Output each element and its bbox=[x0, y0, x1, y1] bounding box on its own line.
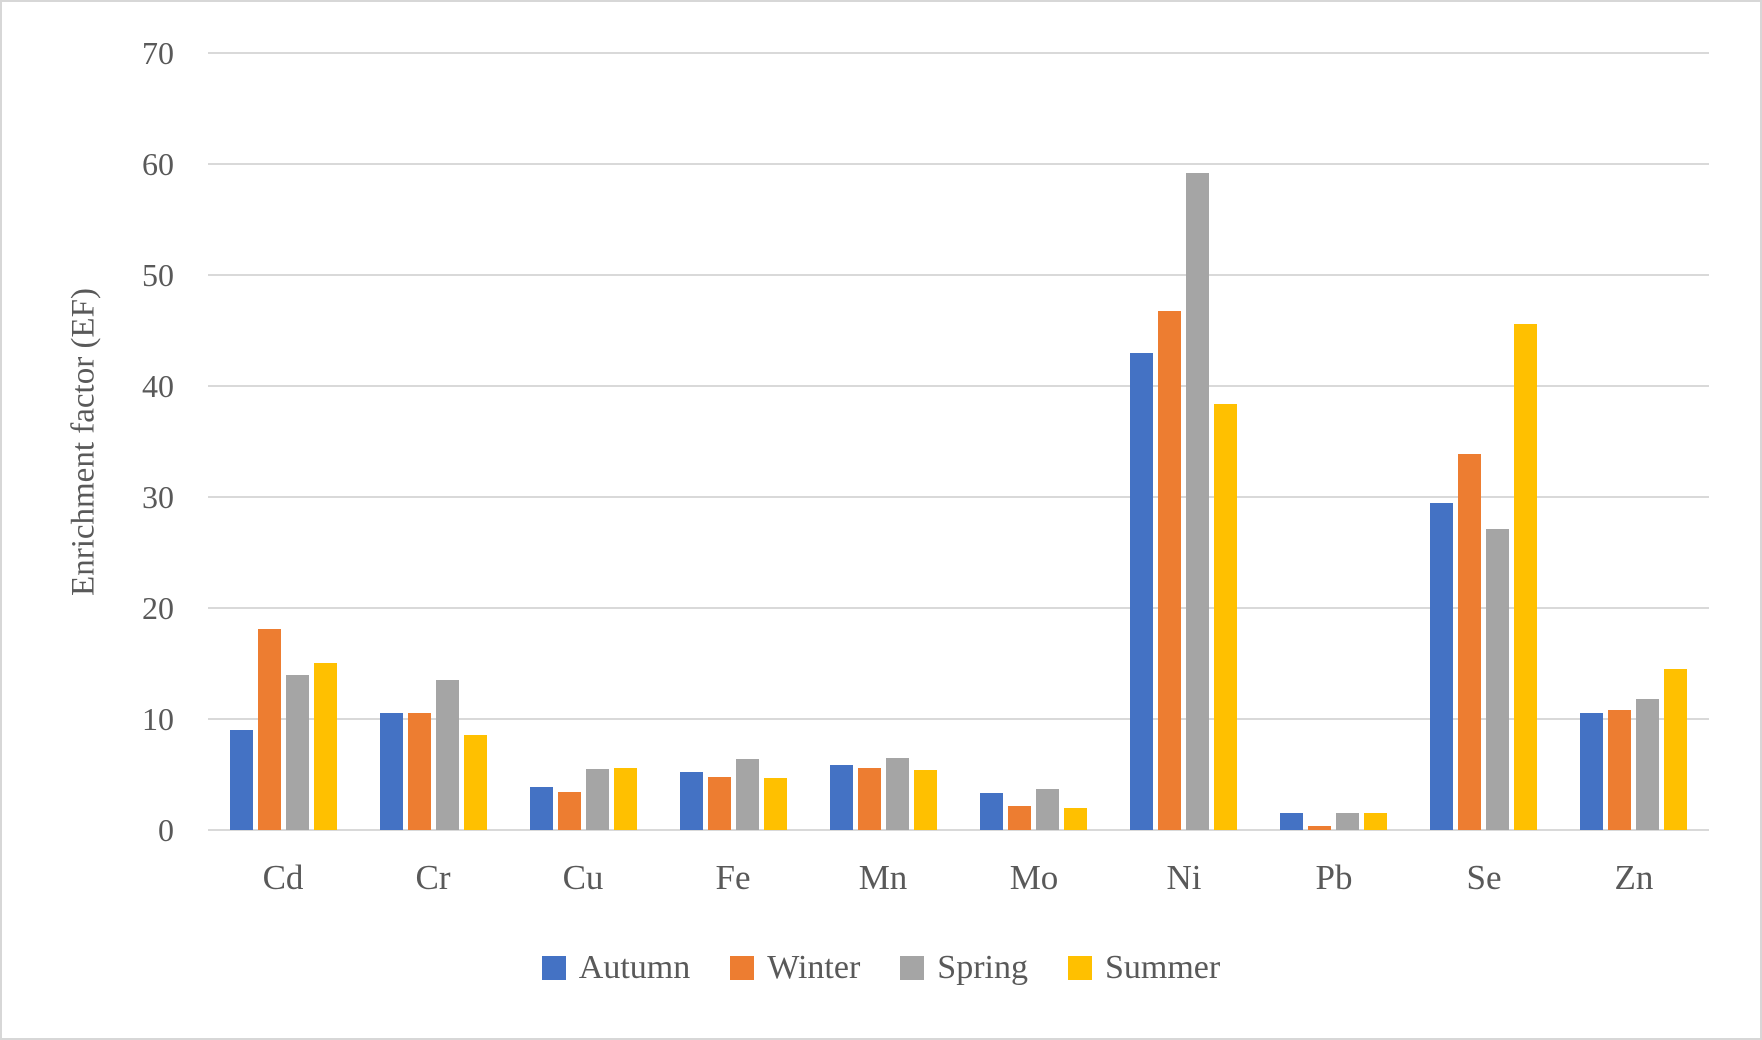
y-tick-label: 40 bbox=[142, 368, 174, 404]
bar-summer-fe bbox=[764, 778, 787, 830]
legend-swatch-icon bbox=[1067, 956, 1092, 980]
gridline bbox=[208, 163, 1709, 165]
bar-winter-ni bbox=[1158, 311, 1181, 830]
bar-winter-cr bbox=[408, 713, 431, 830]
bar-summer-cd bbox=[314, 663, 337, 830]
bar-winter-cu bbox=[558, 792, 581, 830]
bar-summer-cr bbox=[464, 735, 487, 830]
bar-autumn-mn bbox=[830, 765, 853, 830]
gridline bbox=[208, 496, 1709, 498]
gridline bbox=[208, 607, 1709, 609]
legend-item-winter: Winter bbox=[730, 950, 860, 986]
bar-summer-mn bbox=[914, 770, 937, 830]
x-category-label: Ni bbox=[1166, 858, 1202, 897]
x-category-label: Cu bbox=[562, 858, 604, 897]
bar-winter-zn bbox=[1608, 710, 1631, 830]
bar-spring-cr bbox=[436, 680, 459, 830]
bar-autumn-cr bbox=[380, 713, 403, 830]
y-tick-label: 20 bbox=[142, 590, 174, 626]
bar-winter-se bbox=[1458, 454, 1481, 830]
legend-swatch-icon bbox=[900, 956, 925, 980]
bar-winter-mo bbox=[1008, 806, 1031, 830]
x-category-label: Mn bbox=[858, 858, 908, 897]
legend-swatch-icon bbox=[541, 956, 566, 980]
bar-autumn-fe bbox=[680, 772, 703, 830]
bar-spring-ni bbox=[1186, 173, 1209, 830]
legend-item-summer: Summer bbox=[1067, 949, 1221, 986]
bar-winter-cd bbox=[258, 629, 281, 830]
x-category-label: Cr bbox=[415, 858, 451, 897]
gridline bbox=[208, 718, 1709, 720]
bar-summer-zn bbox=[1664, 669, 1687, 830]
legend-item-spring: Spring bbox=[900, 950, 1028, 986]
x-category-label: Se bbox=[1466, 858, 1502, 897]
legend: Autumn Winter Spring Summer bbox=[2, 950, 1760, 986]
y-tick-label: 10 bbox=[142, 701, 174, 737]
y-axis-title: Enrichment factor (EF) bbox=[65, 288, 102, 596]
x-category-label: Zn bbox=[1614, 858, 1654, 897]
bar-autumn-mo bbox=[980, 793, 1003, 830]
y-tick-label: 70 bbox=[142, 35, 174, 71]
gridline bbox=[208, 52, 1709, 54]
bar-summer-se bbox=[1514, 324, 1537, 830]
bar-summer-pb bbox=[1364, 813, 1387, 830]
bar-spring-cu bbox=[586, 769, 609, 830]
x-category-label: Mo bbox=[1009, 858, 1059, 897]
x-category-label: Fe bbox=[715, 858, 751, 897]
y-tick-label: 50 bbox=[142, 257, 174, 293]
bar-autumn-zn bbox=[1580, 713, 1603, 830]
bar-autumn-se bbox=[1430, 503, 1453, 830]
bar-summer-mo bbox=[1064, 808, 1087, 830]
bar-winter-fe bbox=[708, 777, 731, 830]
bar-spring-fe bbox=[736, 759, 759, 830]
y-tick-label: 0 bbox=[158, 812, 174, 848]
y-tick-label: 30 bbox=[142, 479, 174, 515]
bar-summer-ni bbox=[1214, 404, 1237, 830]
bar-spring-mn bbox=[886, 758, 909, 830]
x-category-label: Pb bbox=[1315, 858, 1353, 897]
y-tick-label: 60 bbox=[142, 146, 174, 182]
bar-winter-pb bbox=[1308, 826, 1331, 830]
legend-label: Winter bbox=[767, 949, 861, 986]
bar-autumn-cu bbox=[530, 787, 553, 830]
bar-autumn-pb bbox=[1280, 813, 1303, 830]
gridline bbox=[208, 274, 1709, 276]
bar-autumn-cd bbox=[230, 730, 253, 830]
bar-spring-se bbox=[1486, 529, 1509, 830]
legend-label: Autumn bbox=[578, 949, 691, 986]
bar-winter-mn bbox=[858, 768, 881, 830]
bar-spring-pb bbox=[1336, 813, 1359, 830]
legend-swatch-icon bbox=[730, 956, 755, 980]
gridline bbox=[208, 829, 1709, 831]
bar-spring-zn bbox=[1636, 699, 1659, 830]
x-category-label: Cd bbox=[262, 858, 304, 897]
bar-spring-cd bbox=[286, 675, 309, 830]
bar-summer-cu bbox=[614, 768, 637, 830]
legend-label: Summer bbox=[1104, 949, 1221, 986]
legend-item-autumn: Autumn bbox=[541, 949, 691, 986]
bar-spring-mo bbox=[1036, 789, 1059, 830]
legend-label: Spring bbox=[937, 949, 1028, 986]
bar-autumn-ni bbox=[1130, 353, 1153, 830]
gridline bbox=[208, 385, 1709, 387]
